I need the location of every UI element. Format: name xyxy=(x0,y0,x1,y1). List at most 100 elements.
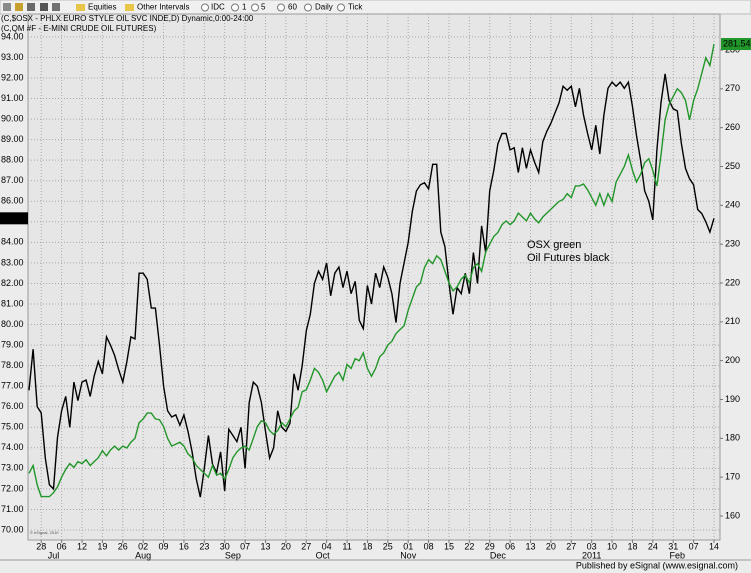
toolbar-item[interactable]: IDC xyxy=(211,3,225,12)
data-line xyxy=(28,43,715,498)
last-value-label: 281.54 xyxy=(723,38,751,48)
toolbar-item[interactable]: Daily xyxy=(315,3,333,12)
y2-tick-label: 160 xyxy=(725,510,740,520)
x-tick-label: 06 xyxy=(505,541,515,551)
y-tick-label: 80.00 xyxy=(1,319,24,329)
y-tick-label: 77.00 xyxy=(1,381,24,391)
x-tick-label: 08 xyxy=(424,541,434,551)
toolbar-icon[interactable] xyxy=(40,3,48,11)
radio-icon[interactable] xyxy=(304,3,312,12)
toolbar-icon[interactable] xyxy=(27,3,35,11)
last-value-label: 85.17 xyxy=(2,213,25,223)
copyright: © eSignal, 2010 xyxy=(30,530,59,535)
y2-tick-label: 240 xyxy=(725,200,740,210)
x-tick-label: 18 xyxy=(627,541,637,551)
x-tick-label: 01 xyxy=(403,541,413,551)
month-label: Dec xyxy=(490,550,507,560)
radio-icon[interactable] xyxy=(251,3,259,12)
y-tick-label: 88.00 xyxy=(1,155,24,165)
y-tick-label: 74.00 xyxy=(1,442,24,452)
toolbar-icon[interactable] xyxy=(15,3,23,11)
x-tick-label: 13 xyxy=(526,541,536,551)
y-tick-label: 79.00 xyxy=(1,339,24,349)
y-tick-label: 89.00 xyxy=(1,134,24,144)
month-label: 2011 xyxy=(582,550,601,560)
x-tick-label: 18 xyxy=(362,541,372,551)
y-tick-label: 81.00 xyxy=(1,298,24,308)
radio-icon[interactable] xyxy=(231,3,239,12)
x-tick-label: 10 xyxy=(607,541,617,551)
x-tick-label: 15 xyxy=(444,541,454,551)
toolbar-item[interactable]: Equities xyxy=(88,3,116,12)
x-tick-label: 31 xyxy=(668,541,678,551)
toolbar-item[interactable]: 60 xyxy=(288,3,297,12)
x-tick-label: 06 xyxy=(57,541,67,551)
x-tick-label: 27 xyxy=(301,541,311,551)
y-tick-label: 93.00 xyxy=(1,52,24,62)
toolbar-icon[interactable] xyxy=(52,3,60,11)
x-tick-label: 24 xyxy=(648,541,658,551)
y2-tick-label: 220 xyxy=(725,277,740,287)
x-tick-label: 13 xyxy=(260,541,270,551)
x-tick-label: 30 xyxy=(220,541,230,551)
x-tick-label: 14 xyxy=(709,541,719,551)
y2-tick-label: 180 xyxy=(725,433,740,443)
x-tick-label: 12 xyxy=(77,541,87,551)
y2-tick-label: 230 xyxy=(725,239,740,249)
x-tick-label: 26 xyxy=(118,541,128,551)
radio-icon[interactable] xyxy=(277,3,285,12)
x-tick-label: 25 xyxy=(383,541,393,551)
y-tick-label: 84.00 xyxy=(1,237,24,247)
month-label: Aug xyxy=(135,550,151,560)
data-line xyxy=(28,73,715,498)
y-tick-label: 86.00 xyxy=(1,196,24,206)
x-tick-label: 19 xyxy=(97,541,107,551)
y-tick-label: 87.00 xyxy=(1,175,24,185)
x-tick-label: 23 xyxy=(199,541,209,551)
radio-icon[interactable] xyxy=(201,3,209,12)
annotation: Oil Futures black xyxy=(527,252,610,264)
y-tick-label: 91.00 xyxy=(1,93,24,103)
month-label: Jul xyxy=(48,550,60,560)
footer: Published by eSignal (www.esignal.com) xyxy=(576,560,738,570)
y-tick-label: 71.00 xyxy=(1,504,24,514)
y2-tick-label: 210 xyxy=(725,316,740,326)
folder-icon[interactable] xyxy=(76,4,85,11)
toolbar-item[interactable]: 1 xyxy=(242,3,247,12)
annotation: OSX green xyxy=(527,239,581,251)
x-tick-label: 07 xyxy=(240,541,250,551)
y-tick-label: 73.00 xyxy=(1,463,24,473)
y-tick-label: 78.00 xyxy=(1,360,24,370)
x-tick-label: 20 xyxy=(546,541,556,551)
month-label: Sep xyxy=(225,550,241,560)
x-tick-label: 09 xyxy=(159,541,169,551)
x-tick-label: 03 xyxy=(587,541,597,551)
x-tick-label: 27 xyxy=(566,541,576,551)
toolbar-item[interactable]: 5 xyxy=(261,3,266,12)
y-tick-label: 72.00 xyxy=(1,483,24,493)
folder-icon[interactable] xyxy=(125,4,134,11)
x-tick-label: 29 xyxy=(485,541,495,551)
toolbar-item[interactable]: Tick xyxy=(348,3,363,12)
x-tick-label: 28 xyxy=(36,541,46,551)
last-value-box xyxy=(721,38,751,51)
month-label: Feb xyxy=(670,550,686,560)
y-tick-label: 92.00 xyxy=(1,72,24,82)
radio-icon[interactable] xyxy=(337,3,345,12)
last-value-box xyxy=(0,212,28,225)
y-tick-label: 70.00 xyxy=(1,524,24,534)
x-tick-label: 20 xyxy=(281,541,291,551)
chart-title: (C,$OSX - PHLX EURO STYLE OIL SVC INDE,D… xyxy=(1,14,254,23)
y2-tick-label: 270 xyxy=(725,83,740,93)
toolbar-item[interactable]: Other Intervals xyxy=(137,3,189,12)
y-tick-label: 90.00 xyxy=(1,113,24,123)
chart-subtitle: (C,QM #F - E-MINI CRUDE OIL FUTURES) xyxy=(1,24,157,33)
plot-area xyxy=(27,13,721,541)
x-tick-label: 04 xyxy=(322,541,332,551)
y-tick-label: 76.00 xyxy=(1,401,24,411)
y-tick-label: 94.00 xyxy=(1,31,24,41)
toolbar-icon[interactable] xyxy=(3,3,11,11)
y2-tick-label: 250 xyxy=(725,161,740,171)
